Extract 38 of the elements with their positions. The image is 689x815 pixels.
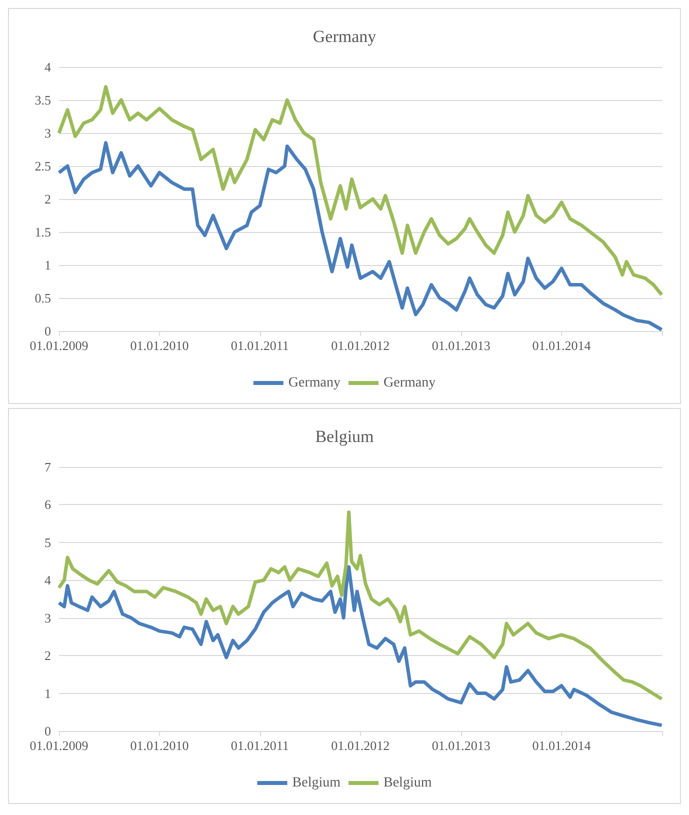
y-tick-label: 5 bbox=[44, 534, 51, 550]
x-tick-label: 01.01.2009 bbox=[30, 738, 88, 753]
y-tick-label: 1 bbox=[44, 258, 51, 272]
y-tick-label: 4 bbox=[44, 572, 52, 588]
line-series bbox=[57, 85, 664, 296]
y-tick-label: 7 bbox=[44, 460, 52, 474]
y-tick-label: 2.5 bbox=[34, 158, 51, 174]
y-tick-label: 2 bbox=[44, 648, 51, 664]
x-tick-label: 01.01.2011 bbox=[230, 338, 289, 353]
legend-label: Belgium bbox=[384, 776, 432, 790]
x-tick-label: 01.01.2010 bbox=[130, 738, 189, 753]
x-tick-label: 01.01.2013 bbox=[432, 338, 490, 353]
y-tick-label: 4 bbox=[44, 60, 52, 74]
y-tick-label: 1 bbox=[44, 686, 51, 701]
legend-label: Germany bbox=[384, 376, 436, 390]
y-tick-label: 0 bbox=[44, 324, 51, 338]
x-tick-label: 01.01.2014 bbox=[532, 338, 592, 353]
x-tick-label: 01.01.2011 bbox=[230, 738, 289, 753]
y-tick-label: 0 bbox=[44, 724, 51, 738]
y-tick-label: 1.5 bbox=[34, 224, 51, 240]
y-tick-label: 0.5 bbox=[34, 290, 51, 306]
y-tick-label: 3.5 bbox=[34, 92, 51, 108]
line-series bbox=[57, 565, 664, 728]
legend-label: Belgium bbox=[292, 776, 341, 790]
line-series bbox=[57, 510, 664, 701]
chart-title: Belgium bbox=[315, 427, 374, 446]
x-tick-label: 01.01.2012 bbox=[331, 738, 390, 753]
x-tick-label: 01.01.2009 bbox=[30, 338, 88, 353]
x-tick-label: 01.01.2012 bbox=[331, 338, 390, 353]
x-tick-label: 01.01.2010 bbox=[130, 338, 189, 353]
legend-label: Germany bbox=[288, 376, 341, 390]
x-tick-label: 01.01.2013 bbox=[432, 738, 490, 753]
y-tick-label: 6 bbox=[44, 497, 52, 512]
y-tick-label: 3 bbox=[44, 126, 51, 140]
x-tick-label: 01.01.2014 bbox=[532, 738, 592, 753]
y-tick-label: 3 bbox=[44, 610, 51, 626]
chart-title: Germany bbox=[312, 27, 377, 46]
y-tick-label: 2 bbox=[44, 192, 51, 206]
